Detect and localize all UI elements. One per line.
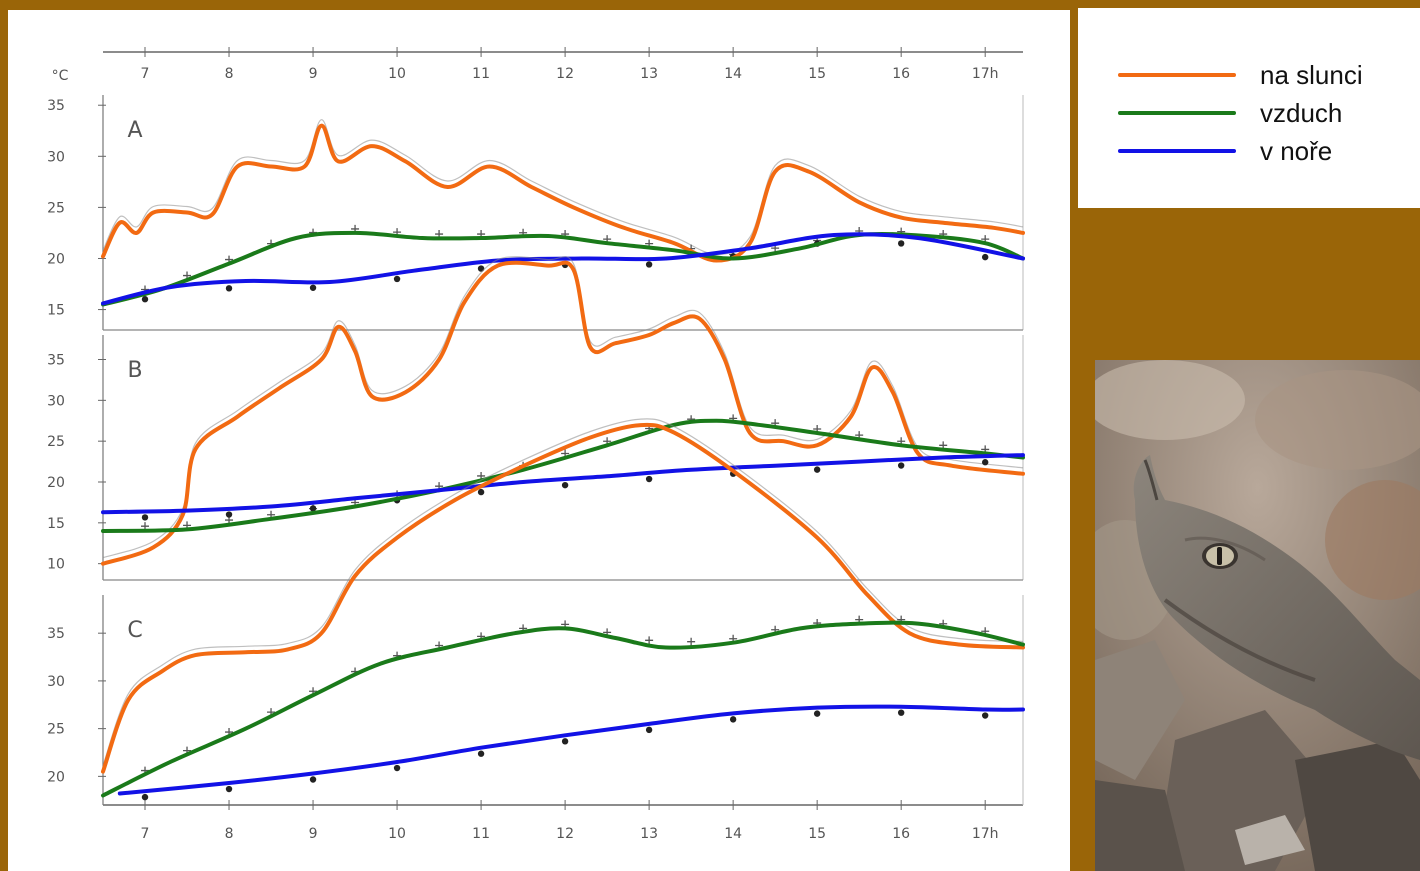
scan-trace-sun bbox=[102, 256, 1024, 559]
burrow-marker bbox=[309, 505, 317, 512]
bottom-x-tick-label: 17h bbox=[972, 826, 999, 842]
top-x-tick-label: 9 bbox=[309, 66, 318, 82]
burrow-marker bbox=[225, 511, 233, 518]
bottom-x-tick-label: 13 bbox=[640, 826, 658, 842]
bottom-x-tick-label: 16 bbox=[892, 826, 910, 842]
burrow-marker bbox=[729, 716, 737, 723]
legend-label-burrow: v noře bbox=[1260, 136, 1333, 166]
burrow-marker bbox=[477, 488, 485, 496]
burrow-marker bbox=[225, 785, 233, 793]
legend-label-sun: na slunci bbox=[1260, 60, 1363, 90]
y-tick-label: 20 bbox=[47, 251, 65, 267]
y-tick-label: 10 bbox=[47, 557, 65, 573]
burrow-marker bbox=[309, 776, 317, 783]
y-tick-label: 30 bbox=[47, 149, 65, 165]
y-tick-label: 25 bbox=[47, 722, 65, 738]
scan-trace-sun bbox=[102, 418, 1024, 766]
burrow-marker bbox=[897, 462, 905, 469]
bottom-x-tick-label: 9 bbox=[309, 826, 318, 842]
series-line-burrow bbox=[101, 232, 1025, 306]
series-line-air bbox=[101, 418, 1025, 533]
top-x-tick-label: 8 bbox=[225, 66, 234, 82]
y-tick-label: 25 bbox=[47, 434, 65, 450]
top-x-tick-label: 7 bbox=[141, 66, 150, 82]
legend: na slunci vzduch v noře bbox=[1078, 8, 1420, 208]
air-marker bbox=[687, 637, 696, 646]
burrow-marker bbox=[897, 709, 905, 716]
burrow-marker bbox=[393, 764, 401, 772]
bottom-x-tick-label: 7 bbox=[141, 826, 150, 842]
burrow-marker bbox=[141, 514, 149, 521]
top-x-tick-label: 12 bbox=[556, 66, 574, 82]
bottom-x-tick-label: 10 bbox=[388, 826, 406, 842]
panel-letter: C bbox=[127, 618, 142, 643]
legend-item-sun: na slunci bbox=[1078, 60, 1420, 90]
burrow-marker bbox=[225, 285, 233, 292]
series-line-air bbox=[101, 230, 1025, 307]
burrow-marker bbox=[813, 710, 821, 717]
burrow-marker bbox=[645, 261, 653, 268]
legend-label-air: vzduch bbox=[1260, 98, 1343, 128]
y-tick-label: 20 bbox=[47, 769, 65, 785]
series-line-sun bbox=[101, 260, 1025, 566]
top-x-tick-label: 11 bbox=[472, 66, 490, 82]
top-x-tick-label: 10 bbox=[388, 66, 406, 82]
scan-trace-sun bbox=[102, 119, 1024, 256]
y-tick-label: 15 bbox=[47, 516, 65, 532]
y-unit-label: °C bbox=[52, 68, 69, 84]
panel-letter: B bbox=[127, 358, 142, 383]
burrow-marker bbox=[141, 296, 149, 303]
top-x-tick-label: 14 bbox=[724, 66, 742, 82]
y-tick-label: 35 bbox=[47, 626, 65, 642]
top-x-tick-label: 15 bbox=[808, 66, 826, 82]
top-x-tick-label: 13 bbox=[640, 66, 658, 82]
legend-item-air: vzduch bbox=[1078, 98, 1420, 128]
burrow-marker bbox=[645, 726, 653, 734]
burrow-marker bbox=[477, 750, 485, 757]
y-tick-label: 35 bbox=[47, 353, 65, 369]
series-line-air bbox=[101, 620, 1025, 798]
burrow-marker bbox=[393, 275, 401, 283]
air-marker bbox=[645, 636, 654, 645]
top-x-tick-label: 16 bbox=[892, 66, 910, 82]
series-line-sun bbox=[101, 422, 1025, 774]
chart-panel: 7 8 9 10 11 12 13 14 15 16 17h °C 7 8 9 10 11 12 13 14 15 16 1… bbox=[8, 10, 1070, 871]
y-tick-label: 35 bbox=[47, 98, 65, 114]
bottom-x-tick-label: 12 bbox=[556, 826, 574, 842]
series-line-sun bbox=[101, 123, 1025, 263]
burrow-marker bbox=[981, 459, 989, 466]
temperature-chart: 7 8 9 10 11 12 13 14 15 16 17h °C 7 8 9 10 11 12 13 14 15 16 1… bbox=[47, 47, 1025, 842]
y-tick-label: 25 bbox=[47, 200, 65, 216]
burrow-marker bbox=[561, 738, 569, 745]
burrow-marker bbox=[981, 712, 989, 719]
series-line-burrow bbox=[117, 704, 1025, 796]
legend-swatch-air bbox=[1118, 111, 1236, 115]
series-line-burrow bbox=[101, 453, 1025, 515]
burrow-marker bbox=[309, 284, 317, 291]
bottom-x-tick-label: 14 bbox=[724, 826, 742, 842]
burrow-marker bbox=[645, 475, 653, 483]
burrow-marker bbox=[141, 793, 149, 801]
y-tick-label: 15 bbox=[47, 303, 65, 319]
burrow-marker bbox=[813, 466, 821, 473]
y-tick-label: 30 bbox=[47, 393, 65, 409]
burrow-marker bbox=[981, 253, 989, 261]
burrow-marker bbox=[897, 240, 905, 247]
bottom-x-tick-label: 11 bbox=[472, 826, 490, 842]
legend-item-burrow: v noře bbox=[1078, 136, 1420, 166]
y-tick-label: 20 bbox=[47, 475, 65, 491]
horned-viper-photo-icon bbox=[1095, 360, 1420, 871]
legend-swatch-sun bbox=[1118, 73, 1236, 77]
bottom-x-tick-label: 8 bbox=[225, 826, 234, 842]
burrow-marker bbox=[561, 481, 569, 489]
y-tick-label: 30 bbox=[47, 674, 65, 690]
top-x-tick-label: 17h bbox=[972, 66, 999, 82]
bottom-x-tick-label: 15 bbox=[808, 826, 826, 842]
legend-swatch-burrow bbox=[1118, 149, 1236, 153]
panel-letter: A bbox=[127, 118, 142, 143]
